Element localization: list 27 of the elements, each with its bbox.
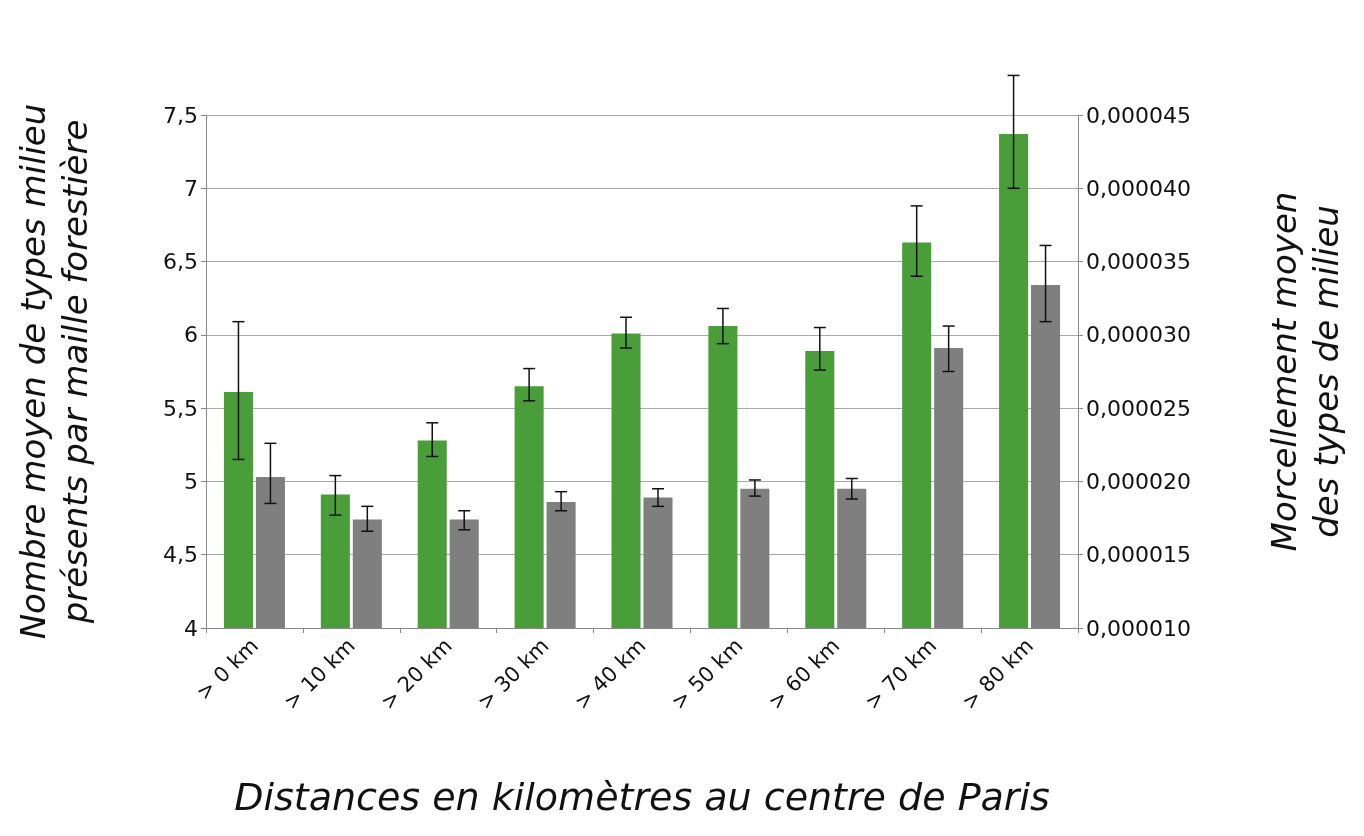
x-tick-label: > 50 km — [666, 633, 748, 715]
y2-tick-label: 0,000020 — [1086, 468, 1191, 494]
x-tick-label: > 20 km — [375, 633, 457, 715]
y-tick-label: 4,5 — [163, 542, 198, 568]
y-axis-title: Nombre moyen de types milieu présents par maille forestière — [13, 103, 95, 640]
x-tick-label: > 10 km — [279, 633, 360, 715]
y-tick-label: 6 — [184, 322, 198, 348]
y-tick-label: 7 — [184, 175, 198, 201]
x-tick-label: > 70 km — [860, 633, 942, 715]
y-tick-label: 5 — [184, 468, 198, 494]
x-tick-label: > 30 km — [472, 633, 554, 715]
y-tick-label: 6,5 — [163, 249, 198, 275]
y2-axis-title: Morcellement moyen des types de milieu — [1264, 191, 1346, 552]
y2-tick-label: 0,000015 — [1086, 542, 1191, 568]
x-tick-label: > 60 km — [763, 633, 845, 715]
x-tick-label: > 40 km — [569, 633, 651, 715]
x-axis-title: Distances en kilomètres au centre de Paris — [234, 775, 1050, 819]
y-tick-label: 5,5 — [163, 395, 198, 421]
y2-tick-label: 0,000035 — [1086, 249, 1191, 275]
y-tick-label: 7,5 — [163, 102, 198, 128]
x-tick-label: > 80 km — [957, 633, 1039, 715]
y2-tick-label: 0,000010 — [1086, 615, 1191, 641]
y2-tick-label: 0,000030 — [1086, 322, 1191, 348]
y-tick-label: 4 — [184, 615, 198, 641]
y2-tick-label: 0,000025 — [1086, 395, 1191, 421]
y2-tick-label: 0,000045 — [1086, 102, 1191, 128]
y2-tick-label: 0,000040 — [1086, 175, 1191, 201]
